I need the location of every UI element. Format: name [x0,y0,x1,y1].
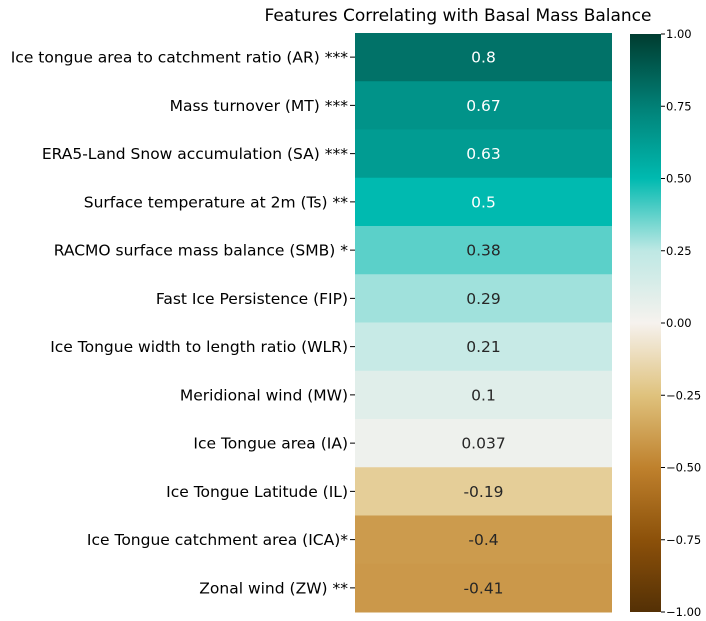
row-label: Zonal wind (ZW) ** [199,579,348,597]
cell-value-label: 0.5 [471,193,496,211]
colorbar-tick-label: −1.00 [666,605,701,619]
cell-value-label: 0.037 [461,435,505,453]
row-labels: Ice tongue area to catchment ratio (AR) … [11,49,355,597]
cell-value-label: -0.4 [468,531,498,549]
row-label: Fast Ice Persistence (FIP) [156,290,348,308]
row-label: Surface temperature at 2m (Ts) ** [84,193,348,211]
row-label: Mass turnover (MT) *** [170,97,349,115]
cell-value-label: 0.29 [466,290,501,308]
row-label: Ice Tongue area (IA) [193,435,348,453]
heatmap-cell [355,563,612,613]
row-label: Ice Tongue Latitude (IL) [166,483,348,501]
heatmap-cell [355,129,612,179]
heatmap-cell [355,419,612,468]
colorbar-tick-label: −0.75 [666,533,701,547]
heatmap-cell [355,467,612,516]
cell-value-label: 0.8 [471,49,496,67]
cell-value-label: 0.38 [466,242,501,260]
row-label: ERA5-Land Snow accumulation (SA) *** [42,145,348,163]
cell-value-label: -0.19 [463,483,503,501]
cell-value-label: 0.63 [466,145,501,163]
row-label: Meridional wind (MW) [180,386,348,404]
heatmap-cell [355,177,612,227]
colorbar: 1.00 0.75 0.50 0.25 0.00 −0.25 −0.50 −0.75 −1.00 [630,27,701,619]
heatmap-cell [355,274,612,323]
colorbar-tick-label: 0.75 [666,99,692,113]
colorbar-tick-label: −0.50 [666,461,701,475]
cell-value-label: 0.21 [466,338,501,356]
heatmap-cell [355,322,612,372]
heatmap-cell [355,370,612,420]
colorbar-gradient [630,34,661,612]
row-label: Ice tongue area to catchment ratio (AR) … [11,49,349,67]
heatmap-cell [355,515,612,565]
colorbar-tick-label: 0.25 [666,244,692,258]
colorbar-tick-label: 0.50 [666,172,692,186]
row-label: Ice Tongue width to length ratio (WLR) [50,338,348,356]
heatmap-cells: 0.8 0.67 0.63 0.5 0.38 0.29 0.21 0.1 0.037 -0.19 -… [355,33,612,613]
cell-value-label: 0.1 [471,386,496,404]
colorbar-tick-label: −0.25 [666,388,701,402]
row-label: Ice Tongue catchment area (ICA)* [87,531,348,549]
heatmap-cell [355,33,612,82]
cell-value-label: 0.67 [466,97,501,115]
colorbar-tick-label: 0.00 [666,316,692,330]
heatmap-cell [355,226,612,275]
cell-value-label: -0.41 [463,579,503,597]
heatmap-cell [355,81,612,130]
colorbar-tick-label: 1.00 [666,27,692,41]
row-label: RACMO surface mass balance (SMB) * [54,242,349,260]
chart-title: Features Correlating with Basal Mass Bal… [265,6,652,26]
